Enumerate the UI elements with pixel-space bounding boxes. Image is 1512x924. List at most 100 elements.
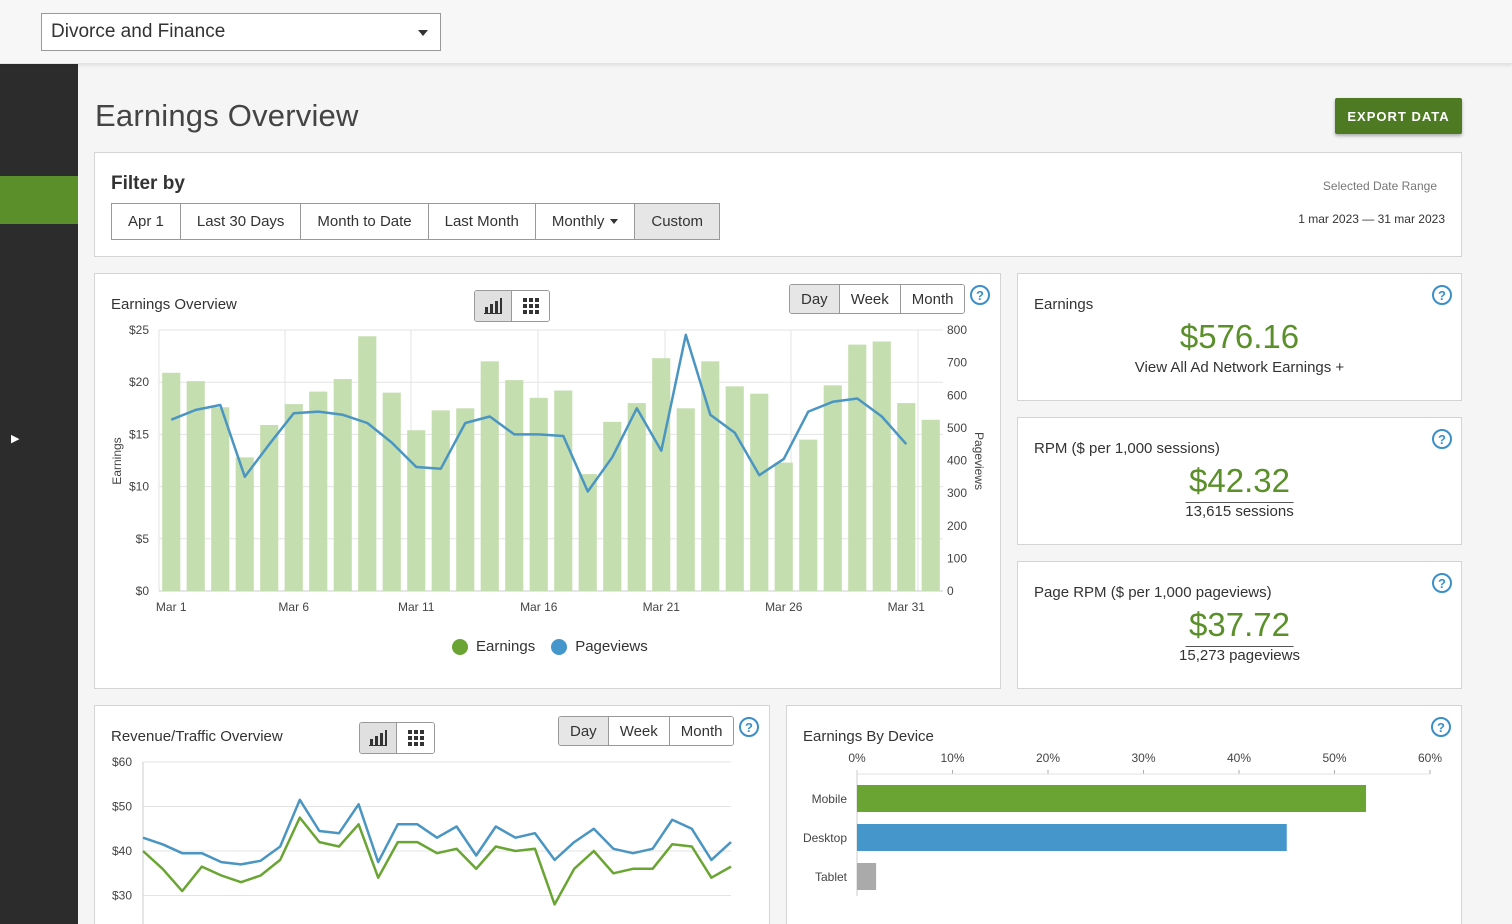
bar-chart-view-button[interactable] (360, 723, 397, 753)
help-icon[interactable]: ? (1432, 429, 1452, 449)
x-tick-label: Mar 11 (398, 600, 435, 614)
earnings-bar (554, 390, 573, 591)
period-week-button[interactable]: Week (839, 285, 901, 313)
period-week-button[interactable]: Week (608, 717, 670, 745)
revenue-period-toggle: Day Week Month (558, 716, 735, 746)
bar-chart-icon (369, 730, 387, 746)
filter-last-month-button[interactable]: Last Month (428, 204, 536, 239)
y2-tick-label: 100 (947, 551, 967, 565)
export-data-button[interactable]: EXPORT DATA (1335, 98, 1462, 134)
earnings-bar (529, 397, 548, 591)
x-tick-label: Mar 16 (520, 600, 558, 614)
x-tick-label: 20% (1036, 751, 1060, 765)
earnings-bar (480, 361, 499, 591)
table-view-button[interactable] (397, 723, 434, 753)
rpm-sessions: 13,615 sessions (1185, 503, 1294, 520)
filter-title: Filter by (111, 173, 185, 194)
revenue-traffic-card: Revenue/Traffic Overview Day Week Month … (94, 705, 770, 924)
earnings-bar (162, 372, 181, 591)
help-icon[interactable]: ? (970, 285, 990, 305)
legend-label-earnings: Earnings (476, 638, 536, 655)
earnings-stat-title: Earnings (1034, 296, 1094, 313)
earnings-by-device-chart: 0% 10% 20% 30% 40% 50% 60% Mobile Desktop Tablet (803, 751, 1442, 896)
bar-chart-icon (484, 298, 502, 314)
period-day-button[interactable]: Day (559, 717, 609, 745)
page-title: Earnings Overview (95, 98, 359, 133)
help-icon[interactable]: ? (739, 717, 759, 737)
view-all-ad-network-earnings-link[interactable]: View All Ad Network Earnings + (1134, 359, 1345, 376)
help-icon[interactable]: ? (1432, 573, 1452, 593)
rpm-stat-card: RPM ($ per 1,000 sessions) ? $42.32 13,6… (1017, 417, 1462, 545)
site-selector[interactable]: Divorce and Finance (41, 13, 441, 51)
y2-tick-label: 0 (947, 584, 954, 598)
earnings-bar (284, 404, 303, 591)
legend-dot-earnings (452, 638, 468, 655)
x-tick-label: Mar 26 (765, 600, 803, 614)
earnings-bar (750, 393, 769, 591)
y-tick-label: $60 (112, 755, 132, 769)
help-icon[interactable]: ? (1432, 285, 1452, 305)
y2-tick-label: 800 (947, 323, 967, 337)
pageviews-line (170, 333, 908, 493)
x-tick-label: 40% (1227, 751, 1251, 765)
earnings-bar (235, 457, 254, 591)
date-range-value: 1 mar 2023 — 31 mar 2023 (1298, 212, 1445, 226)
filter-monthly-dropdown[interactable]: Monthly (535, 204, 636, 239)
revenue-line (142, 816, 732, 906)
caret-down-icon (610, 219, 619, 224)
filter-monthly-label: Monthly (551, 213, 605, 230)
date-range-label: Selected Date Range (1322, 179, 1437, 193)
legend-label-pageviews: Pageviews (575, 638, 648, 655)
earnings-bar (774, 462, 793, 591)
earnings-bar (627, 403, 646, 591)
expand-sidebar-icon[interactable]: ▶ (11, 433, 20, 445)
page-rpm-stat-value: $37.72 (1185, 606, 1294, 647)
x-tick-label: 60% (1418, 751, 1442, 765)
caret-down-icon (418, 30, 428, 36)
earnings-overview-card: Earnings Overview Day Week Month ? $0 $5 $… (94, 273, 1001, 689)
x-tick-label: 50% (1322, 751, 1346, 765)
x-tick-label: Mar 31 (888, 600, 926, 614)
earnings-bar (211, 407, 230, 591)
earnings-bar (823, 385, 842, 591)
x-tick-label: Mar 6 (278, 600, 309, 614)
y-tick-label: $50 (112, 800, 132, 814)
y2-tick-label: 400 (947, 454, 967, 468)
y2-tick-label: 300 (947, 486, 967, 500)
y-axis-label: Earnings (110, 437, 124, 484)
earnings-bar (725, 386, 744, 591)
earnings-bar (456, 408, 475, 591)
site-selector-value: Divorce and Finance (51, 21, 226, 42)
filter-custom-button[interactable]: Custom (635, 204, 720, 239)
earnings-bar (872, 341, 891, 591)
category-label: Desktop (803, 831, 847, 845)
legend-item-earnings[interactable]: Earnings (452, 638, 535, 655)
filter-apr1-button[interactable]: Apr 1 (112, 204, 181, 239)
category-label: Tablet (815, 870, 848, 884)
period-month-button[interactable]: Month (900, 285, 965, 313)
device-bar (857, 863, 877, 890)
earnings-stat-card: Earnings ? $576.16 View All Ad Network E… (1017, 273, 1462, 401)
rpm-stat-title: RPM ($ per 1,000 sessions) (1034, 440, 1220, 457)
earnings-period-toggle: Day Week Month (789, 284, 966, 314)
y-tick-label: $25 (129, 323, 149, 337)
chart-view-toggle (474, 290, 550, 322)
y-tick-label: $30 (112, 889, 132, 903)
x-tick-label: Mar 21 (643, 600, 681, 614)
filter-last-30-days-button[interactable]: Last 30 Days (180, 204, 302, 239)
legend-item-pageviews[interactable]: Pageviews (551, 638, 648, 655)
table-view-button[interactable] (512, 291, 549, 321)
sidebar: ▶ (0, 64, 78, 924)
earnings-bar (260, 425, 279, 591)
grid-icon (407, 730, 424, 746)
period-day-button[interactable]: Day (790, 285, 840, 313)
help-icon[interactable]: ? (1431, 717, 1451, 737)
filter-month-to-date-button[interactable]: Month to Date (301, 204, 429, 239)
period-month-button[interactable]: Month (669, 717, 734, 745)
device-bar (857, 785, 1367, 812)
earnings-bar (186, 381, 205, 591)
sidebar-active-item[interactable] (0, 176, 78, 224)
earnings-stat-value: $576.16 (1179, 318, 1300, 355)
earnings-bar (897, 403, 916, 591)
bar-chart-view-button[interactable] (475, 291, 512, 321)
